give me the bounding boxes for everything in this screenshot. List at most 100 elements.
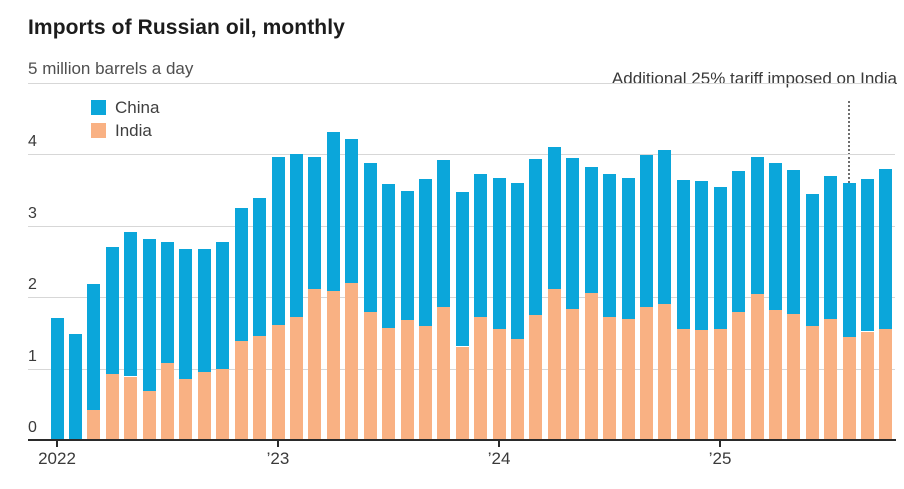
y-axis-max-label: 5 bbox=[28, 59, 38, 78]
bar-segment-china bbox=[455, 192, 469, 347]
bar-segment-china bbox=[253, 198, 267, 336]
bar-segment-india bbox=[216, 368, 230, 440]
bar-segment-india bbox=[805, 325, 819, 440]
bar-segment-india bbox=[658, 303, 672, 440]
bar-segment-china bbox=[197, 248, 211, 373]
bar-segment-india bbox=[511, 338, 524, 440]
legend-item-china: China bbox=[91, 96, 159, 119]
bar-segment-india bbox=[418, 325, 432, 440]
bar-segment-china bbox=[124, 232, 138, 377]
bar-segment-china bbox=[418, 178, 432, 326]
bar-segment-india bbox=[492, 328, 506, 440]
bar-segment-china bbox=[824, 175, 838, 320]
bar-segment-china bbox=[529, 159, 543, 316]
bar-segment-china bbox=[658, 150, 672, 304]
bar-segment-china bbox=[603, 173, 617, 318]
bar-segment-china bbox=[345, 138, 359, 283]
bar-segment-china bbox=[695, 180, 709, 330]
bar-segment-india bbox=[676, 329, 690, 440]
chart-title: Imports of Russian oil, monthly bbox=[28, 16, 345, 39]
bar-segment-china bbox=[142, 239, 156, 392]
bar-segment-india bbox=[234, 340, 248, 440]
bar-segment-india bbox=[382, 327, 396, 440]
bar-segment-china bbox=[363, 163, 377, 313]
bar-segment-india bbox=[105, 373, 119, 440]
bar-segment-india bbox=[197, 372, 211, 440]
bar-segment-india bbox=[529, 315, 543, 440]
bar-segment-india bbox=[345, 282, 359, 440]
bar-segment-china bbox=[787, 170, 801, 315]
axis-unit-label: million barrels a day bbox=[42, 59, 194, 78]
bar-segment-india bbox=[639, 307, 653, 440]
bar-segment-china bbox=[639, 155, 653, 308]
bar-segment-india bbox=[400, 320, 414, 440]
bar-segment-india bbox=[455, 346, 469, 440]
y-axis-label-1: 1 bbox=[28, 348, 37, 365]
bar-segment-china bbox=[290, 154, 303, 318]
gridline-4 bbox=[28, 154, 895, 155]
annotation-dotted-line bbox=[848, 101, 851, 183]
bar-segment-india bbox=[732, 312, 745, 440]
bar-segment-china bbox=[768, 163, 782, 311]
bar-segment-india bbox=[308, 289, 322, 440]
x-axis-tick-2022 bbox=[56, 441, 58, 447]
x-axis-line bbox=[28, 439, 896, 441]
bar-segment-india bbox=[179, 379, 193, 440]
bar-segment-china bbox=[474, 174, 488, 318]
bar-segment-india bbox=[584, 292, 598, 440]
bar-segment-india bbox=[824, 319, 838, 440]
x-axis-label-25: ’25 bbox=[708, 449, 732, 468]
bar-segment-india bbox=[271, 325, 285, 440]
bar-segment-india bbox=[842, 336, 856, 440]
bar-segment-india bbox=[603, 317, 617, 440]
bar-segment-india bbox=[787, 314, 801, 440]
bar-segment-china bbox=[842, 183, 856, 337]
bar-segment-india bbox=[566, 309, 580, 440]
bar-segment-china bbox=[437, 160, 451, 308]
bar-segment-china bbox=[732, 170, 745, 313]
x-axis-label-2022: 2022 bbox=[38, 449, 76, 468]
bar-segment-china bbox=[271, 156, 285, 325]
bar-segment-china bbox=[234, 207, 248, 341]
x-axis-label-24: ’24 bbox=[487, 449, 511, 468]
bar-segment-india bbox=[621, 318, 635, 440]
bar-segment-india bbox=[695, 330, 709, 440]
bar-segment-china bbox=[805, 193, 819, 326]
x-axis-tick-24 bbox=[498, 441, 501, 447]
bar-segment-india bbox=[713, 328, 727, 440]
y-axis-label-4: 4 bbox=[28, 133, 37, 150]
gridline-5 bbox=[28, 83, 895, 84]
bar-segment-china bbox=[547, 146, 561, 289]
y-axis-label-2: 2 bbox=[28, 276, 37, 293]
bar-segment-india bbox=[142, 391, 156, 440]
bar-segment-china bbox=[750, 156, 764, 294]
china-swatch-icon bbox=[91, 100, 106, 115]
bar-segment-india bbox=[547, 288, 561, 440]
bar-segment-china bbox=[216, 241, 230, 369]
india-swatch-icon bbox=[91, 123, 106, 138]
bar-segment-china bbox=[566, 158, 580, 310]
bar-segment-china bbox=[105, 247, 119, 374]
bar-segment-india bbox=[161, 362, 174, 440]
y-axis-label-0: 0 bbox=[28, 419, 37, 436]
bar-segment-india bbox=[87, 410, 101, 440]
bar-segment-china bbox=[50, 317, 64, 440]
bar-segment-china bbox=[861, 178, 874, 332]
bar-segment-india bbox=[437, 307, 451, 440]
bar-segment-china bbox=[161, 242, 174, 363]
bar-segment-china bbox=[713, 186, 727, 329]
legend-label-china: China bbox=[115, 97, 160, 117]
bar-segment-china bbox=[879, 168, 893, 329]
bar-segment-china bbox=[400, 190, 414, 320]
bar-segment-china bbox=[179, 248, 193, 380]
bar-segment-india bbox=[750, 293, 764, 440]
x-axis-label-23: ’23 bbox=[266, 449, 290, 468]
x-axis-tick-23 bbox=[277, 441, 279, 447]
annotation-text: Additional 25% tariff imposed on India bbox=[601, 69, 897, 92]
bar-segment-india bbox=[124, 376, 138, 440]
bar-segment-china bbox=[68, 334, 82, 440]
bar-segment-china bbox=[382, 183, 396, 328]
bar-segment-china bbox=[584, 166, 598, 293]
legend-item-india: India bbox=[91, 119, 159, 142]
